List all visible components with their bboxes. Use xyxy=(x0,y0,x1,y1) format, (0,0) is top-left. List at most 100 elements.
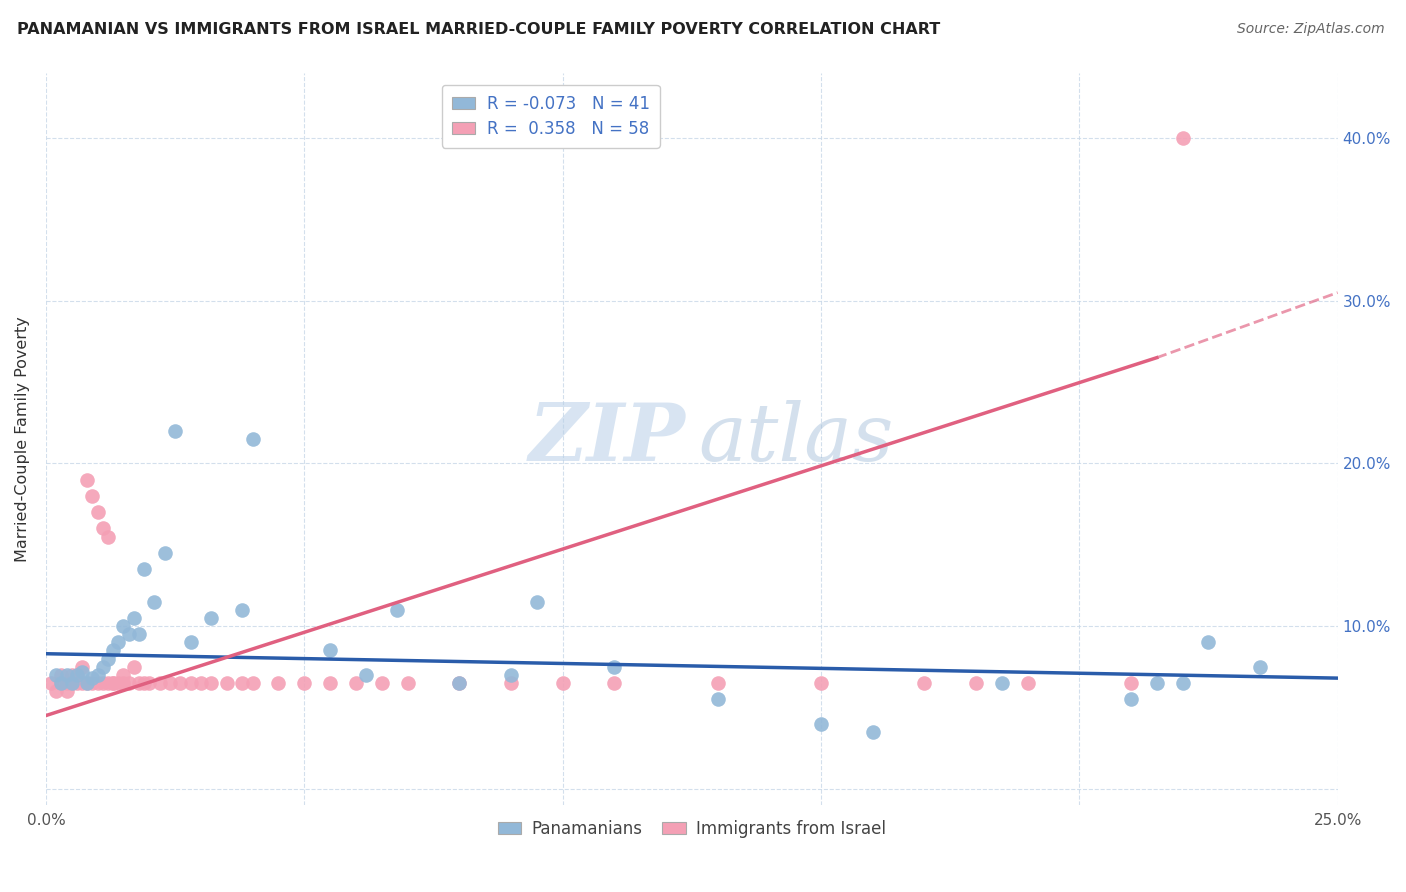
Point xyxy=(706,676,728,690)
Point xyxy=(101,676,124,690)
Point xyxy=(319,643,342,657)
Point xyxy=(603,676,626,690)
Point xyxy=(169,676,191,690)
Point xyxy=(91,521,114,535)
Point xyxy=(39,676,62,690)
Point xyxy=(1146,676,1168,690)
Point xyxy=(128,676,150,690)
Point xyxy=(231,603,253,617)
Point xyxy=(180,676,202,690)
Point xyxy=(45,684,67,698)
Point xyxy=(86,668,108,682)
Point xyxy=(143,595,166,609)
Point xyxy=(60,668,83,682)
Point xyxy=(76,473,98,487)
Point xyxy=(107,635,129,649)
Point xyxy=(82,676,104,690)
Point xyxy=(51,668,73,682)
Point xyxy=(138,676,160,690)
Point xyxy=(66,668,89,682)
Point xyxy=(122,659,145,673)
Point xyxy=(190,676,212,690)
Point xyxy=(1171,676,1194,690)
Point xyxy=(319,676,342,690)
Point xyxy=(76,676,98,690)
Point xyxy=(371,676,394,690)
Point xyxy=(499,668,522,682)
Point xyxy=(112,668,135,682)
Point xyxy=(55,668,77,682)
Point xyxy=(97,676,120,690)
Point xyxy=(86,505,108,519)
Point xyxy=(51,676,73,690)
Point xyxy=(66,668,89,682)
Point xyxy=(551,676,574,690)
Point xyxy=(1119,692,1142,706)
Point xyxy=(449,676,471,690)
Point xyxy=(292,676,315,690)
Point xyxy=(82,671,104,685)
Point xyxy=(1171,131,1194,145)
Point xyxy=(215,676,238,690)
Point xyxy=(1119,676,1142,690)
Point xyxy=(60,676,83,690)
Point xyxy=(70,665,93,679)
Point xyxy=(356,668,378,682)
Point xyxy=(810,676,832,690)
Point xyxy=(344,676,367,690)
Point xyxy=(128,627,150,641)
Point xyxy=(499,676,522,690)
Text: Source: ZipAtlas.com: Source: ZipAtlas.com xyxy=(1237,22,1385,37)
Text: PANAMANIAN VS IMMIGRANTS FROM ISRAEL MARRIED-COUPLE FAMILY POVERTY CORRELATION C: PANAMANIAN VS IMMIGRANTS FROM ISRAEL MAR… xyxy=(17,22,941,37)
Legend: Panamanians, Immigrants from Israel: Panamanians, Immigrants from Israel xyxy=(491,813,893,844)
Point xyxy=(101,676,124,690)
Point xyxy=(91,676,114,690)
Point xyxy=(55,684,77,698)
Point xyxy=(101,643,124,657)
Point xyxy=(449,676,471,690)
Point xyxy=(117,627,139,641)
Point xyxy=(117,676,139,690)
Point xyxy=(107,676,129,690)
Point xyxy=(267,676,290,690)
Point xyxy=(1198,635,1220,649)
Point xyxy=(242,432,264,446)
Point xyxy=(97,651,120,665)
Y-axis label: Married-Couple Family Poverty: Married-Couple Family Poverty xyxy=(15,316,30,562)
Point xyxy=(60,676,83,690)
Point xyxy=(1017,676,1039,690)
Point xyxy=(603,659,626,673)
Text: ZIP: ZIP xyxy=(529,401,685,478)
Point xyxy=(200,611,222,625)
Point xyxy=(862,724,884,739)
Point xyxy=(242,676,264,690)
Point xyxy=(91,659,114,673)
Point xyxy=(86,676,108,690)
Point xyxy=(526,595,548,609)
Point xyxy=(180,635,202,649)
Point xyxy=(810,716,832,731)
Point xyxy=(97,530,120,544)
Text: atlas: atlas xyxy=(699,401,894,478)
Point xyxy=(122,611,145,625)
Point xyxy=(70,676,93,690)
Point xyxy=(706,692,728,706)
Point xyxy=(134,562,156,576)
Point xyxy=(1249,659,1271,673)
Point xyxy=(991,676,1014,690)
Point xyxy=(396,676,419,690)
Point xyxy=(55,676,77,690)
Point xyxy=(200,676,222,690)
Point xyxy=(149,676,172,690)
Point xyxy=(70,659,93,673)
Point xyxy=(165,424,187,438)
Point xyxy=(112,676,135,690)
Point xyxy=(387,603,409,617)
Point xyxy=(153,546,176,560)
Point xyxy=(51,676,73,690)
Point xyxy=(82,489,104,503)
Point xyxy=(45,668,67,682)
Point xyxy=(134,676,156,690)
Point xyxy=(66,676,89,690)
Point xyxy=(912,676,935,690)
